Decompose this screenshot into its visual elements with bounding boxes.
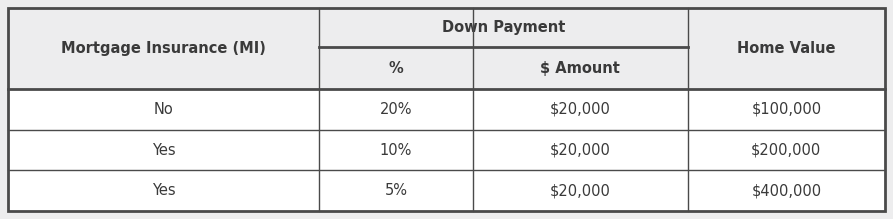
Bar [320,8,688,47]
Text: No: No [154,102,173,117]
Bar [688,130,885,170]
Bar [8,130,320,170]
Bar [320,47,472,89]
Text: $20,000: $20,000 [550,143,611,158]
Bar [688,170,885,211]
Bar [320,89,472,130]
Text: $100,000: $100,000 [751,102,822,117]
Text: $20,000: $20,000 [550,183,611,198]
Bar [472,89,688,130]
Bar [8,170,320,211]
Bar [8,8,885,89]
Bar [8,89,320,130]
Text: Home Value: Home Value [737,41,836,56]
Text: 5%: 5% [385,183,407,198]
Bar [472,130,688,170]
Text: $200,000: $200,000 [751,143,822,158]
Text: $ Amount: $ Amount [540,61,620,76]
Text: Yes: Yes [152,143,176,158]
Text: %: % [388,61,404,76]
Bar [688,89,885,130]
Text: Yes: Yes [152,183,176,198]
Text: 20%: 20% [380,102,413,117]
Bar [320,170,472,211]
Bar [472,47,688,89]
Text: $400,000: $400,000 [751,183,822,198]
Bar [688,8,885,89]
Bar [8,89,885,211]
Text: Mortgage Insurance (MI): Mortgage Insurance (MI) [62,41,266,56]
Bar [8,8,320,89]
Text: $20,000: $20,000 [550,102,611,117]
Bar [472,170,688,211]
Text: 10%: 10% [380,143,413,158]
Bar [320,130,472,170]
Text: Down Payment: Down Payment [442,20,565,35]
